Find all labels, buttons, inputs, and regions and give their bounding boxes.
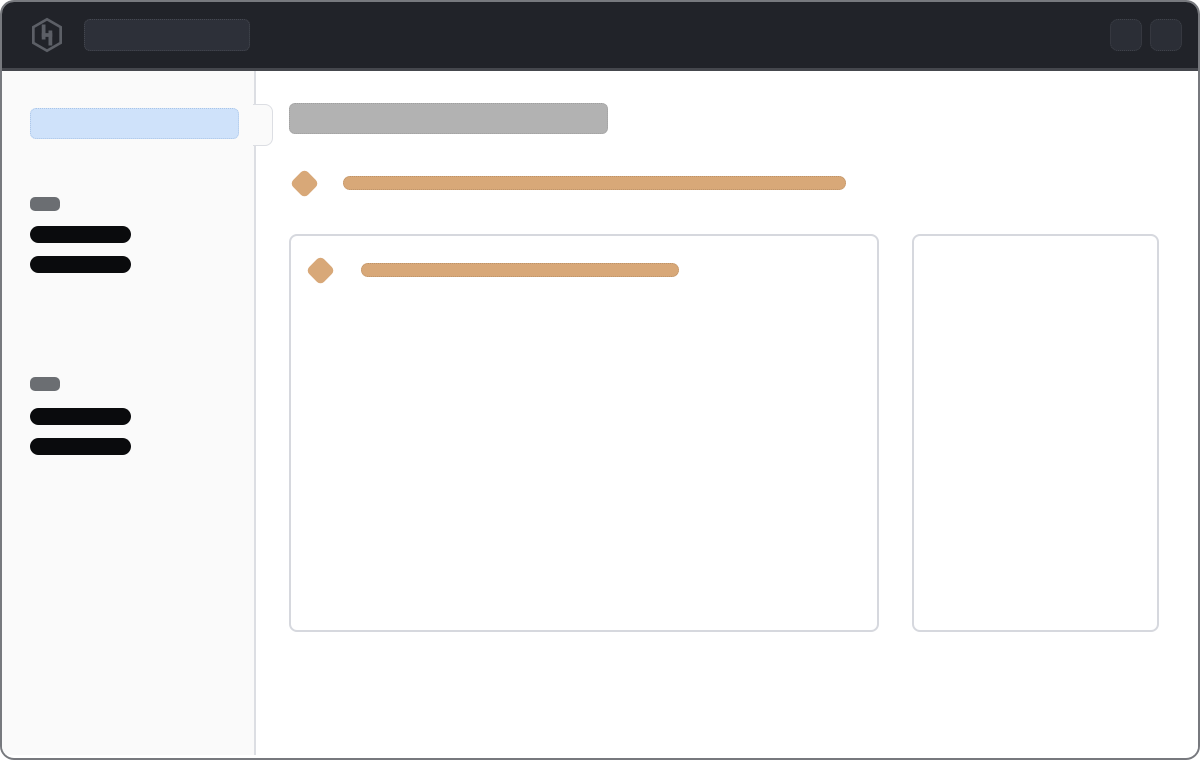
sidebar-item-skeleton bbox=[30, 408, 131, 425]
sidebar-section-heading-skeleton-1 bbox=[30, 197, 60, 211]
cards-row bbox=[289, 234, 1198, 632]
sidebar-toggle-handle[interactable] bbox=[253, 104, 273, 146]
sidebar-active-item-skeleton bbox=[30, 108, 239, 139]
loading-row bbox=[289, 168, 1198, 198]
page-title-skeleton bbox=[289, 103, 608, 134]
nav-action-skeleton-2 bbox=[1150, 19, 1182, 51]
primary-card bbox=[289, 234, 879, 632]
loading-bar-skeleton bbox=[361, 263, 679, 277]
diamond-icon bbox=[289, 168, 319, 198]
hashicorp-logo-icon bbox=[29, 17, 65, 53]
nav-search-skeleton bbox=[84, 19, 250, 51]
app-shell bbox=[2, 71, 1198, 755]
loading-bar-skeleton bbox=[343, 176, 846, 190]
sidebar-item-skeleton bbox=[30, 256, 131, 273]
secondary-card bbox=[912, 234, 1159, 632]
diamond-icon bbox=[305, 255, 335, 285]
sidebar-section-heading-skeleton-2 bbox=[30, 377, 60, 391]
sidebar-item-skeleton bbox=[30, 438, 131, 455]
sidebar-item-skeleton bbox=[30, 226, 131, 243]
sidebar bbox=[2, 71, 256, 755]
main-content bbox=[256, 71, 1198, 755]
nav-actions bbox=[1110, 19, 1182, 51]
nav-action-skeleton-1 bbox=[1110, 19, 1142, 51]
loading-row bbox=[305, 255, 877, 285]
top-nav bbox=[2, 2, 1198, 71]
